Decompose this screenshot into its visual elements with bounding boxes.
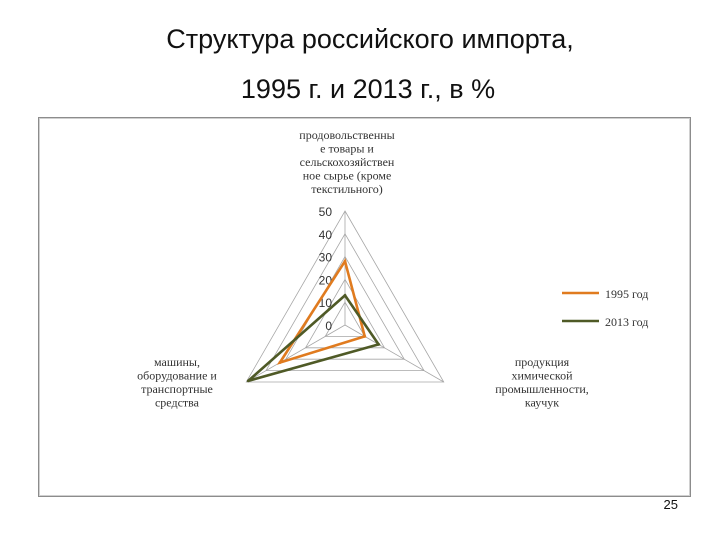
series-line-2 — [247, 293, 381, 383]
chart-frame: 0 10 20 30 40 50 продовольственны е товары и сел… — [38, 117, 691, 497]
tick-label-50: 50 — [319, 205, 333, 219]
slide-title-line-1: Структура российского импорта, — [166, 24, 574, 54]
axis-label-1: продукция химической промышленности, каучук — [495, 355, 589, 410]
series-1-point-2 — [278, 361, 282, 365]
series-line-1 — [276, 257, 367, 365]
grid-ring-50 — [245, 210, 445, 383]
axis-label-0: продовольственны е товары и сельскохозяйст… — [299, 128, 395, 196]
page-number: 25 — [663, 497, 678, 512]
axis-label-2: машины, оборудование и транспортные средств… — [137, 355, 217, 410]
axis-spoke-1 — [344, 324, 444, 383]
series-2-point-2 — [246, 379, 250, 383]
grid-ring-40 — [265, 233, 425, 372]
legend-label-2: 2013 год — [605, 315, 648, 329]
tick-label-0: 0 — [325, 319, 332, 333]
series-2-point-0 — [343, 293, 347, 297]
series-1-point-0 — [343, 259, 347, 263]
axis-spoke-2 — [246, 324, 346, 383]
series-2-point-1 — [377, 342, 380, 346]
tick-label-40: 40 — [319, 228, 333, 242]
slide-title-line-2: 1995 г. и 2013 г., в % — [240, 74, 496, 104]
tick-label-30: 30 — [319, 251, 333, 265]
tick-label-10: 10 — [319, 296, 333, 310]
series-1-point-1 — [363, 335, 367, 338]
legend-label-1: 1995 год — [605, 287, 648, 301]
grid-ring-10 — [324, 301, 366, 337]
